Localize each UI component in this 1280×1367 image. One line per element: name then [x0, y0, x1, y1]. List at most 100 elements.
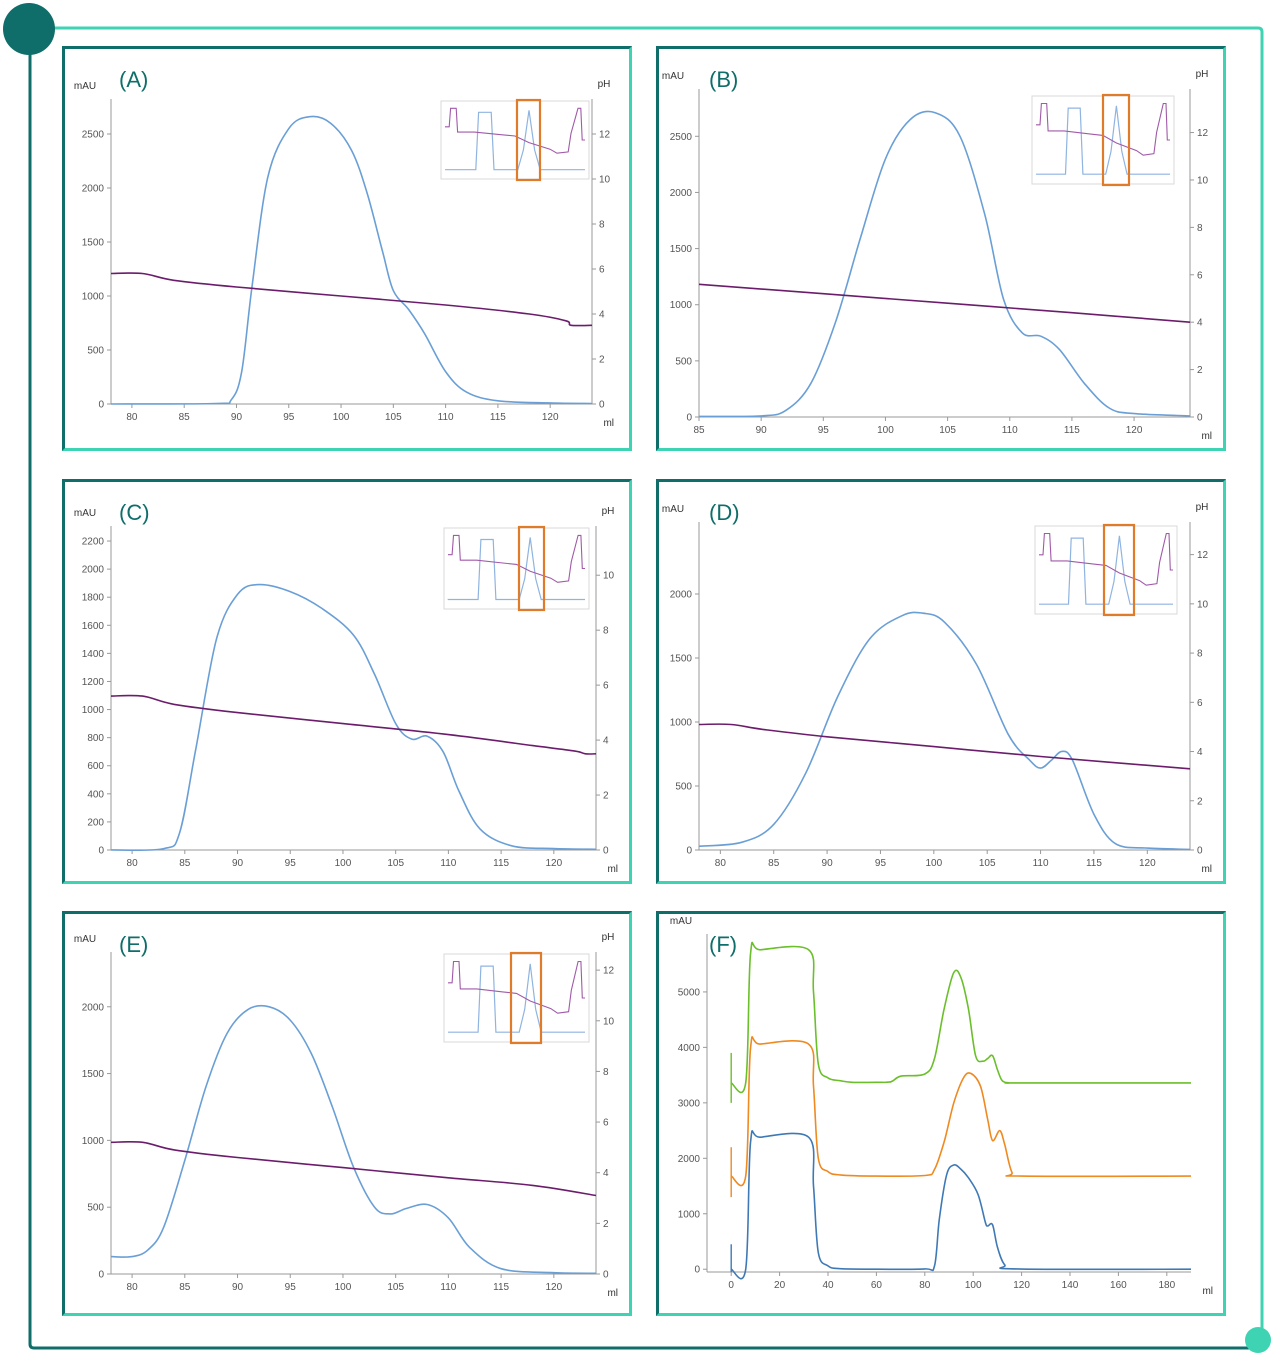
x-tick-label: 120	[1013, 1280, 1030, 1291]
y2-tick-label: 10	[599, 175, 611, 186]
x-tick-label: 100	[925, 858, 942, 869]
y2-tick-label: 2	[603, 791, 609, 802]
y-axis-label: mAU	[74, 508, 96, 519]
x-tick-label: 105	[387, 1282, 404, 1293]
y-tick-label: 500	[675, 356, 692, 367]
y2-tick-label: 4	[599, 310, 605, 321]
x-axis-label: ml	[603, 418, 614, 429]
x-tick-label: 120	[545, 858, 562, 869]
y2-axis-label: pH	[602, 932, 615, 943]
x-tick-label: 115	[493, 858, 509, 869]
y-tick-label: 3000	[678, 1098, 701, 1109]
y-tick-label: 1000	[670, 300, 693, 311]
y-tick-label: 0	[686, 413, 692, 424]
y2-tick-label: 12	[603, 966, 615, 977]
corner-dot-dark	[3, 3, 55, 55]
panel-label-a: (A)	[119, 67, 149, 92]
full-run-overview-inset	[443, 951, 590, 1045]
inset-frame	[443, 527, 590, 610]
y-tick-label: 1000	[670, 718, 693, 729]
x-tick-label: 100	[335, 1282, 352, 1293]
uv-absorbance-series-line	[110, 1004, 597, 1275]
uv-absorbance-series-line	[698, 611, 1191, 851]
x-tick-label: 115	[493, 1282, 509, 1293]
x-tick-label: 95	[818, 425, 830, 436]
inset-ph-trace	[1036, 102, 1170, 156]
y-tick-label: 1800	[82, 593, 105, 604]
full-run-overview-inset	[440, 98, 590, 182]
x-axis-label: ml	[607, 1288, 618, 1299]
y-tick-label: 0	[98, 1270, 104, 1281]
x-tick-label: 110	[440, 858, 456, 869]
y2-axis-label: pH	[602, 506, 615, 517]
chart-panel-a: (A) 80 85 90 95 100 105 110 115 120 0 500 1000 1500 20…	[62, 46, 632, 451]
y2-tick-label: 8	[603, 626, 609, 637]
y-tick-label: 1000	[82, 292, 105, 303]
panel-label-f: (F)	[709, 932, 738, 957]
x-tick-label: 105	[979, 858, 996, 869]
y2-tick-label: 2	[1197, 796, 1203, 807]
full-run-overview-inset	[443, 525, 590, 612]
y-tick-label: 4000	[678, 1043, 701, 1054]
x-tick-label: 85	[179, 858, 191, 869]
y-tick-label: 1000	[82, 1136, 105, 1147]
x-tick-label: 100	[877, 425, 894, 436]
x-tick-label: 100	[965, 1280, 982, 1291]
inset-frame	[440, 100, 590, 180]
x-tick-label: 105	[387, 858, 404, 869]
frame-left-bottom-border	[28, 28, 1258, 1350]
y2-tick-label: 8	[1197, 223, 1203, 234]
chart-svg-d: 80 85 90 95 100 105 110 115 120 0 500 1000 1500 2000 0…	[662, 502, 1212, 875]
y-tick-label: 0	[98, 400, 104, 411]
y2-tick-label: 6	[599, 265, 605, 276]
y2-tick-label: 2	[603, 1219, 609, 1230]
y2-tick-label: 10	[603, 1016, 615, 1027]
x-tick-label: 120	[545, 1282, 562, 1293]
y-tick-label: 0	[686, 846, 692, 857]
run-series-line-green	[730, 941, 1191, 1094]
inset-ph-trace	[1039, 532, 1173, 586]
y-tick-label: 2200	[82, 537, 105, 548]
ph-series-line	[110, 1140, 597, 1197]
y2-axis-label: pH	[1196, 69, 1209, 80]
y-axis-label: mAU	[662, 504, 684, 515]
x-tick-label: 105	[385, 412, 402, 423]
x-tick-label: 105	[939, 425, 956, 436]
y-tick-label: 1000	[82, 705, 105, 716]
y2-tick-label: 8	[603, 1067, 609, 1078]
x-tick-label: 110	[1002, 425, 1018, 436]
y2-axis-label: pH	[1196, 502, 1209, 513]
x-tick-label: 90	[231, 412, 243, 423]
x-axis-label: ml	[1201, 431, 1212, 442]
y2-tick-label: 0	[599, 400, 605, 411]
y2-tick-label: 0	[603, 846, 609, 857]
y2-tick-label: 12	[1197, 550, 1209, 561]
y-tick-label: 1400	[82, 649, 105, 660]
full-run-overview-inset	[1031, 93, 1175, 187]
chart-svg-a: 80 85 90 95 100 105 110 115 12005001000150020002…	[74, 79, 614, 429]
x-tick-label: 60	[871, 1280, 883, 1291]
x-tick-label: 85	[768, 858, 780, 869]
x-tick-label: 115	[1086, 858, 1102, 869]
ph-series-line	[698, 283, 1191, 323]
x-tick-label: 115	[490, 412, 506, 423]
inset-highlight-window	[515, 98, 542, 182]
inset-highlight-window	[1102, 523, 1136, 617]
y-tick-label: 1200	[82, 677, 105, 688]
y2-axis-label: pH	[598, 79, 611, 90]
y-tick-label: 1600	[82, 621, 105, 632]
x-tick-label: 40	[822, 1280, 834, 1291]
panel-label-e: (E)	[119, 932, 149, 957]
y-tick-label: 2000	[82, 184, 105, 195]
x-axis-label: ml	[1202, 1286, 1213, 1297]
x-tick-label: 80	[715, 858, 727, 869]
y-axis-label: mAU	[662, 71, 684, 82]
chart-svg-f: 0 20 40 60 80 100 120 140 160 180 0 1000 2000 3000 400…	[670, 916, 1213, 1297]
chart-svg-c: 80 85 90 95 100 105 110 115 12002004006008001000…	[74, 506, 618, 875]
y2-tick-label: 0	[1197, 846, 1203, 857]
x-tick-label: 80	[919, 1280, 931, 1291]
chart-panel-b: (B) 85 90 95 100 105 110 115 120 0 500 1000 1500 2000…	[656, 46, 1226, 451]
frame-top-right-border	[30, 26, 1264, 1338]
run-series-line-blue	[730, 1130, 1192, 1280]
